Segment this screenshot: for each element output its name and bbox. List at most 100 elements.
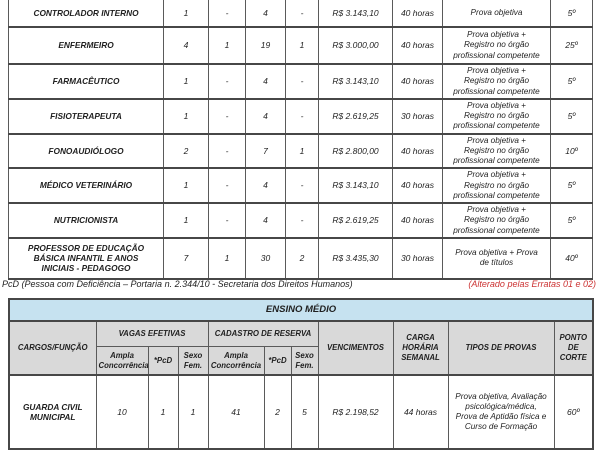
- vagas-pcd-cell: -: [208, 167, 246, 204]
- vencimentos-cell: R$ 2.619,25: [318, 202, 393, 239]
- vagas-fem-cell: 1: [177, 374, 209, 450]
- vencimentos-cell: R$ 3.143,10: [318, 0, 393, 28]
- carga-horaria-cell: 40 horas: [392, 26, 443, 65]
- carga-horaria-cell: 40 horas: [392, 63, 443, 100]
- reserva-ampla-cell: 4: [245, 202, 286, 239]
- reserva-ampla-cell: 4: [245, 97, 286, 135]
- header-sub-row: Ampla Concorrência *PcD Sexo Fem. Ampla …: [9, 346, 593, 376]
- reserva-pcd-cell: 2: [263, 374, 292, 450]
- table-row: FONOAUDIÓLOGO 2 - 7 1 R$ 2.800,00 40 hor…: [8, 132, 593, 170]
- vencimentos-cell: R$ 3.435,30: [318, 236, 393, 280]
- cargo-cell: CONTROLADOR INTERNO: [8, 0, 164, 28]
- carga-horaria-cell: 30 horas: [392, 97, 443, 135]
- vagas-ampla-cell: 10: [95, 374, 149, 450]
- cargo-cell: NUTRICIONISTA: [8, 202, 164, 239]
- cargo-cell: FARMACÊUTICO: [8, 63, 164, 100]
- vagas-ampla-cell: 4: [163, 26, 209, 65]
- header-cargos: CARGOS/FUNÇÃO: [8, 320, 97, 376]
- cargo-cell: FISIOTERAPEUTA: [8, 97, 164, 135]
- reserva-ampla-cell: 7: [245, 132, 286, 170]
- table-row: FARMACÊUTICO 1 - 4 - R$ 3.143,10 40 hora…: [8, 63, 593, 100]
- tipos-provas-cell: Prova objetiva: [442, 0, 551, 28]
- vagas-ampla-cell: 1: [163, 202, 209, 239]
- header-pcd: *PcD: [147, 346, 179, 376]
- table-row: PROFESSOR DE EDUCAÇÃO BÁSICA INFANTIL E …: [8, 236, 593, 280]
- reserva-ampla-cell: 30: [245, 236, 286, 280]
- reserva-pcd-cell: -: [285, 63, 319, 100]
- tipos-provas-cell: Prova objetiva + Registro no órgão profi…: [442, 202, 551, 239]
- vagas-ampla-cell: 1: [163, 97, 209, 135]
- table-row: FISIOTERAPEUTA 1 - 4 - R$ 2.619,25 30 ho…: [8, 97, 593, 135]
- table-row: GUARDA CIVIL MUNICIPAL 10 1 1 41 2 5 R$ …: [8, 374, 594, 450]
- vencimentos-cell: R$ 2.198,52: [317, 374, 394, 450]
- carga-horaria-cell: 40 horas: [392, 0, 443, 28]
- header-sexo-fem: Sexo Fem.: [177, 346, 209, 376]
- ponto-corte-cell: 40º: [550, 236, 593, 280]
- reserva-fem-cell: 5: [290, 374, 319, 450]
- header-sexo-fem: Sexo Fem.: [290, 346, 319, 376]
- reserva-pcd-cell: 2: [285, 236, 319, 280]
- carga-horaria-cell: 40 horas: [392, 167, 443, 204]
- vagas-pcd-cell: -: [208, 0, 246, 28]
- header-ampla-concorrencia: Ampla Concorrência: [207, 346, 265, 376]
- cargo-cell: MÉDICO VETERINÁRIO: [8, 167, 164, 204]
- tipos-provas-cell: Prova objetiva + Registro no órgão profi…: [442, 132, 551, 170]
- tipos-provas-cell: Prova objetiva + Registro no órgão profi…: [442, 167, 551, 204]
- vagas-ampla-cell: 7: [163, 236, 209, 280]
- reserva-ampla-cell: 4: [245, 167, 286, 204]
- vagas-ampla-cell: 2: [163, 132, 209, 170]
- ensino-superior-table: CONTROLADOR INTERNO 1 - 4 - R$ 3.143,10 …: [8, 0, 593, 280]
- header-tipos-provas: TIPOS DE PROVAS: [447, 320, 555, 376]
- table-row: CONTROLADOR INTERNO 1 - 4 - R$ 3.143,10 …: [8, 0, 593, 28]
- table-row: NUTRICIONISTA 1 - 4 - R$ 2.619,25 40 hor…: [8, 202, 593, 239]
- ponto-corte-cell: 5º: [550, 63, 593, 100]
- header-group-row: CARGOS/FUNÇÃO VAGAS EFETIVAS CADASTRO DE…: [8, 320, 594, 376]
- carga-horaria-cell: 40 horas: [392, 202, 443, 239]
- vagas-pcd-cell: 1: [147, 374, 179, 450]
- header-carga-horaria: CARGA HORÁRIA SEMANAL: [392, 320, 449, 376]
- vagas-pcd-cell: 1: [208, 26, 246, 65]
- reserva-ampla-cell: 4: [245, 0, 286, 28]
- tipos-provas-cell: Prova objetiva + Registro no órgão profi…: [442, 63, 551, 100]
- footnote-row: PcD (Pessoa com Deficiência – Portaria n…: [2, 279, 598, 290]
- carga-horaria-cell: 44 horas: [392, 374, 449, 450]
- cargo-cell: GUARDA CIVIL MUNICIPAL: [8, 374, 97, 450]
- vencimentos-cell: R$ 2.619,25: [318, 97, 393, 135]
- vencimentos-cell: R$ 3.000,00: [318, 26, 393, 65]
- vencimentos-cell: R$ 2.800,00: [318, 132, 393, 170]
- reserva-pcd-cell: -: [285, 0, 319, 28]
- vencimentos-cell: R$ 3.143,10: [318, 167, 393, 204]
- tipos-provas-cell: Prova objetiva + Registro no órgão profi…: [442, 97, 551, 135]
- carga-horaria-cell: 40 horas: [392, 132, 443, 170]
- reserva-pcd-cell: -: [285, 167, 319, 204]
- ponto-corte-cell: 25º: [550, 26, 593, 65]
- ponto-corte-cell: 5º: [550, 0, 593, 28]
- tipos-provas-cell: Prova objetiva + Registro no órgão profi…: [442, 26, 551, 65]
- section-title: ENSINO MÉDIO: [8, 298, 594, 322]
- tipos-provas-cell: Prova objetiva + Prova de títulos: [442, 236, 551, 280]
- vagas-ampla-cell: 1: [163, 0, 209, 28]
- ponto-corte-cell: 10º: [550, 132, 593, 170]
- reserva-ampla-cell: 41: [207, 374, 265, 450]
- vagas-pcd-cell: -: [208, 63, 246, 100]
- ponto-corte-cell: 60º: [553, 374, 594, 450]
- header-pcd: *PcD: [263, 346, 292, 376]
- header-cadastro-reserva: CADASTRO DE RESERVA: [207, 320, 319, 347]
- reserva-pcd-cell: -: [285, 97, 319, 135]
- table-row: ENFERMEIRO 4 1 19 1 R$ 3.000,00 40 horas…: [8, 26, 593, 65]
- reserva-ampla-cell: 4: [245, 63, 286, 100]
- ponto-corte-cell: 5º: [550, 202, 593, 239]
- header-vencimentos: VENCIMENTOS: [317, 320, 394, 376]
- ensino-medio-table: ENSINO MÉDIO CARGOS/FUNÇÃO VAGAS EFETIVA…: [8, 298, 595, 450]
- header-ponto-corte: PONTO DE CORTE: [553, 320, 594, 376]
- cargo-cell: FONOAUDIÓLOGO: [8, 132, 164, 170]
- tipos-provas-cell: Prova objetiva, Avaliação psicológica/mé…: [447, 374, 555, 450]
- reserva-pcd-cell: 1: [285, 26, 319, 65]
- section-title-row: ENSINO MÉDIO: [8, 298, 594, 322]
- header-ampla-concorrencia: Ampla Concorrência: [95, 346, 149, 376]
- errata-note: (Alterado pelas Erratas 01 e 02): [468, 279, 596, 289]
- vagas-pcd-cell: 1: [208, 236, 246, 280]
- pcd-footnote: PcD (Pessoa com Deficiência – Portaria n…: [2, 279, 353, 289]
- vagas-ampla-cell: 1: [163, 63, 209, 100]
